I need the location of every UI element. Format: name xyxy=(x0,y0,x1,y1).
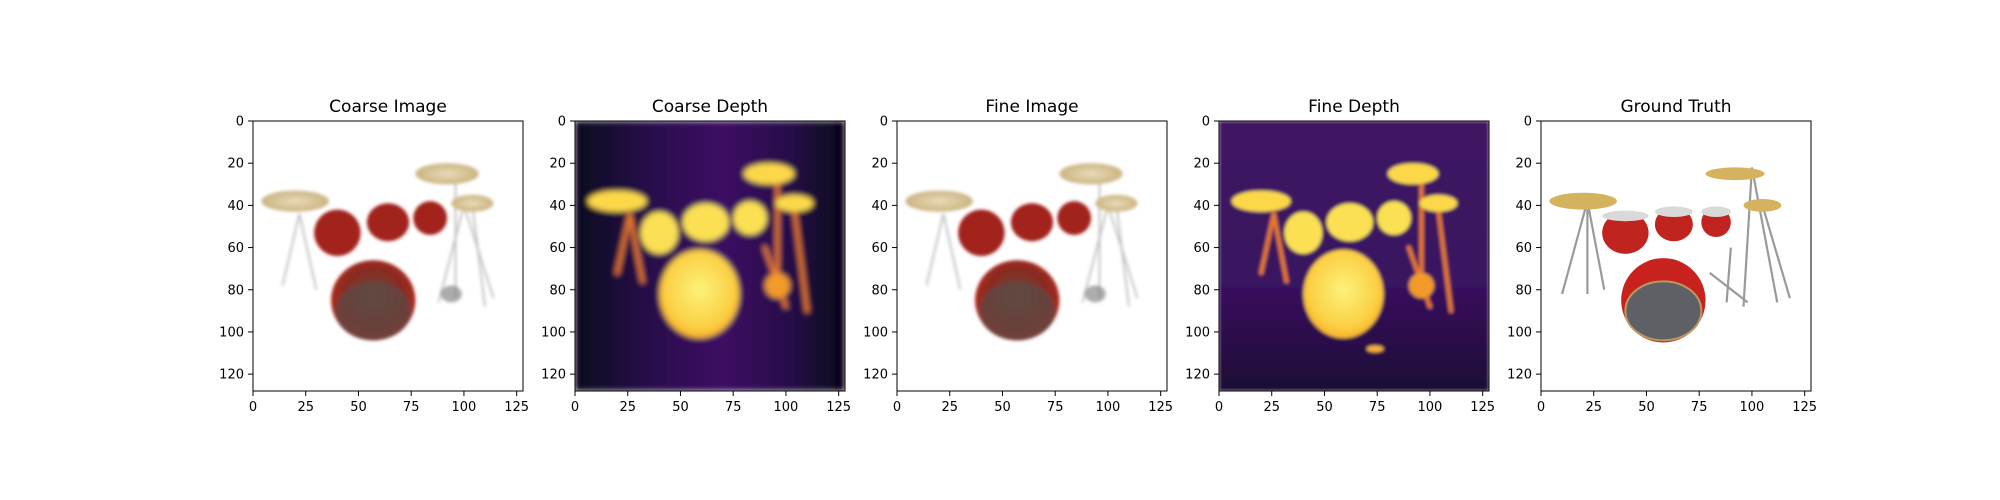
panel-fine-depth: Fine Depth 0 25 50 75 100 125 0 20 40 60 80 100 120 xyxy=(1185,97,1495,415)
y-tick-label: 40 xyxy=(1515,199,1532,214)
x-tick-label: 50 xyxy=(1316,400,1333,415)
y-tick-label: 80 xyxy=(1515,283,1532,298)
y-tick-label: 20 xyxy=(227,157,244,172)
x-tick-label: 100 xyxy=(452,400,477,415)
y-tick-label: 100 xyxy=(219,325,244,340)
depth-map xyxy=(1219,121,1489,391)
y-tick-label: 60 xyxy=(1193,241,1210,256)
plot-area xyxy=(1219,121,1489,391)
y-tick-label: 80 xyxy=(1193,283,1210,298)
x-tick-label: 75 xyxy=(403,400,420,415)
y-tick-label: 120 xyxy=(1507,368,1532,383)
y-tick-label: 60 xyxy=(1515,241,1532,256)
y-tick-label: 100 xyxy=(1507,325,1532,340)
y-tick-label: 80 xyxy=(871,283,888,298)
y-tick-label: 0 xyxy=(880,115,888,130)
y-tick-label: 100 xyxy=(1185,325,1210,340)
panel-fine-image: Fine Image 0 25 50 75 100 125 0 20 40 60 80 100 120 xyxy=(863,97,1173,415)
panel-title-fine-image: Fine Image xyxy=(985,97,1078,117)
panel-coarse-image: Coarse Image 0 25 50 75 100 125 0 20 40 60 80 100 120 xyxy=(219,97,529,415)
y-tick-label: 20 xyxy=(1193,157,1210,172)
y-tick-label: 40 xyxy=(871,199,888,214)
x-tick-label: 25 xyxy=(1263,400,1280,415)
y-tick-label: 80 xyxy=(227,283,244,298)
x-tick-label: 50 xyxy=(994,400,1011,415)
y-tick-label: 60 xyxy=(871,241,888,256)
x-tick-label: 75 xyxy=(725,400,742,415)
x-tick-label: 75 xyxy=(1691,400,1708,415)
axes-frame xyxy=(896,120,1168,392)
plot-area xyxy=(575,121,845,391)
y-tick-label: 20 xyxy=(871,157,888,172)
x-tick-label: 50 xyxy=(672,400,689,415)
plot-area xyxy=(1549,167,1791,343)
x-tick-label: 100 xyxy=(774,400,799,415)
x-tick-label: 100 xyxy=(1096,400,1121,415)
x-tick-label: 0 xyxy=(893,400,901,415)
y-tick-label: 80 xyxy=(549,283,566,298)
y-tick-label: 20 xyxy=(1515,157,1532,172)
x-tick-label: 0 xyxy=(571,400,579,415)
y-tick-label: 100 xyxy=(541,325,566,340)
axes-frame xyxy=(252,120,524,392)
depth-map xyxy=(575,121,845,391)
panel-title-coarse-image: Coarse Image xyxy=(329,97,447,117)
x-tick-label: 100 xyxy=(1740,400,1765,415)
x-tick-label: 0 xyxy=(1215,400,1223,415)
x-tick-label: 125 xyxy=(504,400,529,415)
x-tick-label: 100 xyxy=(1418,400,1443,415)
y-tick-label: 0 xyxy=(558,115,566,130)
x-tick-label: 50 xyxy=(1638,400,1655,415)
panel-coarse-depth: Coarse Depth 0 25 50 75 100 125 0 20 40 60 80 100 120 xyxy=(541,97,851,415)
y-tick-label: 0 xyxy=(236,115,244,130)
x-tick-label: 50 xyxy=(350,400,367,415)
y-tick-label: 60 xyxy=(227,241,244,256)
axes-frame xyxy=(1540,120,1812,392)
y-tick-label: 60 xyxy=(549,241,566,256)
y-tick-label: 120 xyxy=(541,368,566,383)
x-tick-label: 25 xyxy=(297,400,314,415)
x-tick-label: 0 xyxy=(1537,400,1545,415)
x-tick-label: 0 xyxy=(249,400,257,415)
x-tick-label: 125 xyxy=(1148,400,1173,415)
panel-title-ground-truth: Ground Truth xyxy=(1620,97,1731,117)
drum-kit-render xyxy=(905,163,1139,341)
x-tick-label: 125 xyxy=(826,400,851,415)
x-tick-label: 125 xyxy=(1470,400,1495,415)
y-tick-label: 20 xyxy=(549,157,566,172)
y-tick-label: 120 xyxy=(863,368,888,383)
drum-kit-photo xyxy=(1549,167,1791,343)
y-tick-label: 100 xyxy=(863,325,888,340)
x-tick-label: 125 xyxy=(1792,400,1817,415)
plot-area xyxy=(261,163,495,341)
axes-frame xyxy=(1218,120,1490,392)
x-tick-label: 75 xyxy=(1047,400,1064,415)
plot-area xyxy=(905,163,1139,341)
y-tick-label: 120 xyxy=(1185,368,1210,383)
y-tick-label: 40 xyxy=(1193,199,1210,214)
drum-kit-render xyxy=(261,163,495,341)
axes-frame xyxy=(574,120,846,392)
y-tick-label: 120 xyxy=(219,368,244,383)
y-tick-label: 0 xyxy=(1202,115,1210,130)
x-tick-label: 25 xyxy=(941,400,958,415)
x-tick-label: 25 xyxy=(1585,400,1602,415)
panel-title-fine-depth: Fine Depth xyxy=(1308,97,1400,117)
panel-ground-truth: Ground Truth 0 25 50 75 100 125 0 20 40 60 80 100 120 xyxy=(1507,97,1817,415)
x-tick-label: 75 xyxy=(1369,400,1386,415)
panel-title-coarse-depth: Coarse Depth xyxy=(652,97,768,117)
y-tick-label: 40 xyxy=(227,199,244,214)
y-tick-label: 40 xyxy=(549,199,566,214)
x-tick-label: 25 xyxy=(619,400,636,415)
y-tick-label: 0 xyxy=(1524,115,1532,130)
